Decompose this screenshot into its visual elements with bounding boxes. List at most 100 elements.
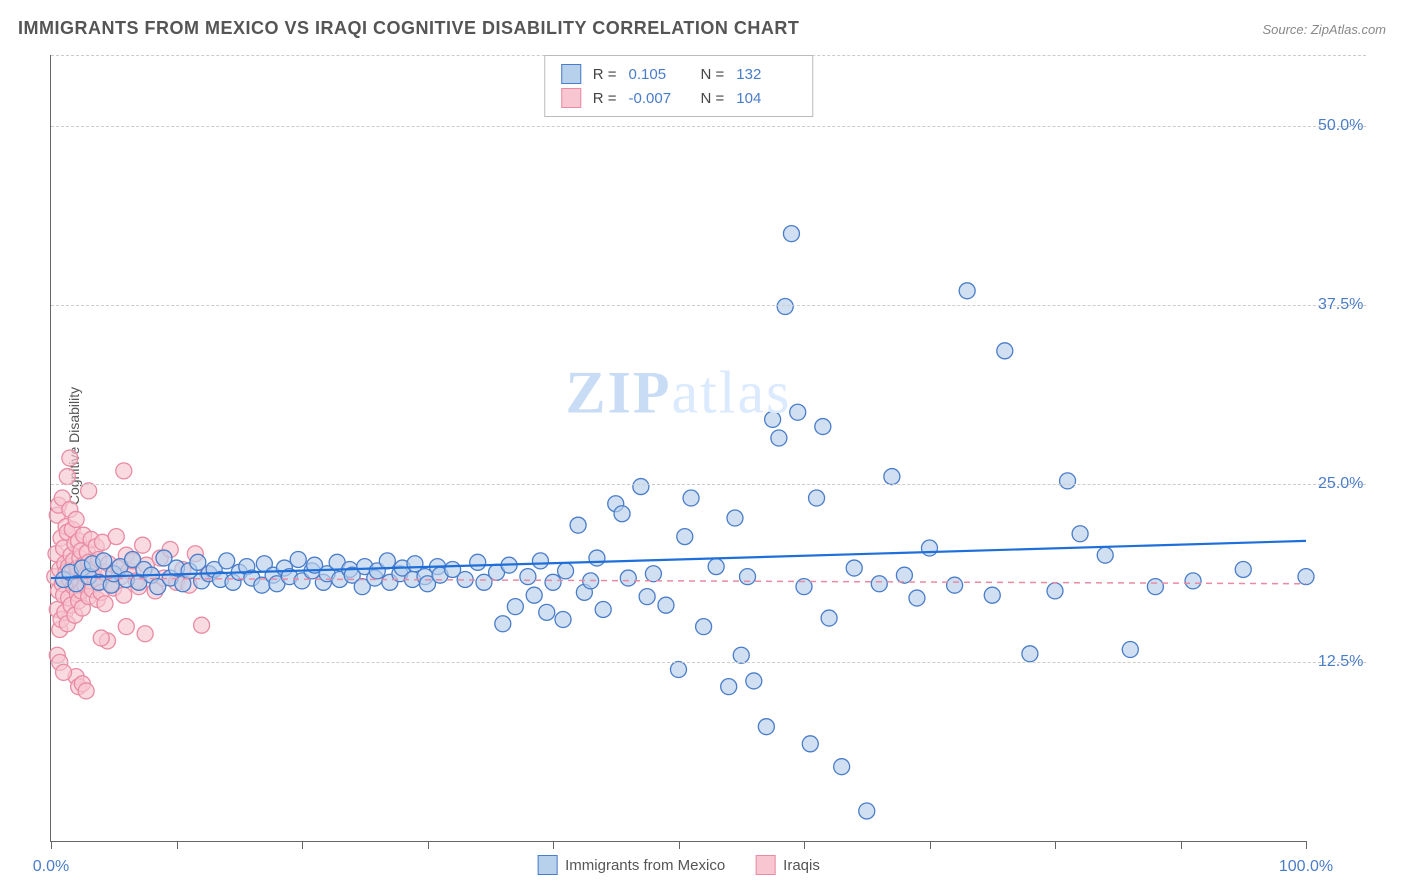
data-point [959,283,975,299]
series-legend-label: Immigrants from Mexico [565,857,725,874]
data-point [1097,547,1113,563]
data-point [78,683,94,699]
data-point [859,803,875,819]
legend-swatch [561,88,581,108]
x-tick [1306,841,1307,849]
data-point [116,463,132,479]
gridline-h [51,126,1366,127]
data-point [696,619,712,635]
x-tick [679,841,680,849]
data-point [1147,579,1163,595]
data-point [570,517,586,533]
data-point [790,404,806,420]
data-point [1185,573,1201,589]
data-point [721,679,737,695]
data-point [59,469,75,485]
x-tick [804,841,805,849]
data-point [290,551,306,567]
data-point [884,469,900,485]
data-point [1047,583,1063,599]
gridline-h [51,662,1366,663]
data-point [671,662,687,678]
data-point [802,736,818,752]
chart-title: IMMIGRANTS FROM MEXICO VS IRAQI COGNITIV… [18,18,799,39]
data-point [727,510,743,526]
stat-label: R = [593,66,617,83]
data-point [526,587,542,603]
data-point [620,570,636,586]
data-point [708,559,724,575]
data-point [633,479,649,495]
gridline-h [51,484,1366,485]
data-point [677,529,693,545]
data-point [871,576,887,592]
data-point [821,610,837,626]
stat-r-value: -0.007 [629,90,689,107]
plot-area: ZIPatlas R =0.105N =132R =-0.007N =104 I… [50,55,1306,842]
data-point [194,617,210,633]
data-point [558,563,574,579]
data-point [507,599,523,615]
x-tick-label: 100.0% [1279,858,1333,876]
data-point [56,664,72,680]
data-point [135,537,151,553]
data-point [545,574,561,590]
data-point [639,589,655,605]
legend-swatch [537,855,557,875]
data-point [520,569,536,585]
data-point [62,450,78,466]
y-tick-label: 50.0% [1318,117,1398,135]
stats-legend: R =0.105N =132R =-0.007N =104 [544,55,814,117]
data-point [683,490,699,506]
stat-label: N = [701,66,725,83]
data-point [984,587,1000,603]
data-point [846,560,862,576]
x-tick [1055,841,1056,849]
data-point [68,511,84,527]
data-point [777,299,793,315]
data-point [97,596,113,612]
data-point [589,550,605,566]
data-point [1122,642,1138,658]
data-point [495,616,511,632]
data-point [765,411,781,427]
data-point [108,529,124,545]
data-point [658,597,674,613]
data-point [1060,473,1076,489]
data-point [815,419,831,435]
x-tick [302,841,303,849]
data-point [896,567,912,583]
x-tick [177,841,178,849]
gridline-h [51,305,1366,306]
x-tick [1181,841,1182,849]
data-point [909,590,925,606]
data-point [771,430,787,446]
stat-n-value: 104 [736,90,796,107]
data-point [834,759,850,775]
data-point [81,483,97,499]
data-point [740,569,756,585]
stat-r-value: 0.105 [629,66,689,83]
data-point [997,343,1013,359]
data-point [1298,569,1314,585]
scatter-svg [51,55,1306,841]
data-point [733,647,749,663]
x-tick [930,841,931,849]
stat-label: R = [593,90,617,107]
data-point [555,611,571,627]
data-point [595,601,611,617]
series-legend-item: Iraqis [755,855,820,875]
stats-legend-row: R = -0.007 N = 104 [561,86,797,110]
series-legend-label: Iraqis [783,857,820,874]
series-legend-item: Immigrants from Mexico [537,855,725,875]
data-point [746,673,762,689]
data-point [809,490,825,506]
data-point [922,540,938,556]
data-point [219,553,235,569]
stat-label: N = [701,90,725,107]
data-point [1072,526,1088,542]
stats-legend-row: R =0.105N =132 [561,62,797,86]
x-tick [428,841,429,849]
data-point [470,554,486,570]
data-point [532,553,548,569]
